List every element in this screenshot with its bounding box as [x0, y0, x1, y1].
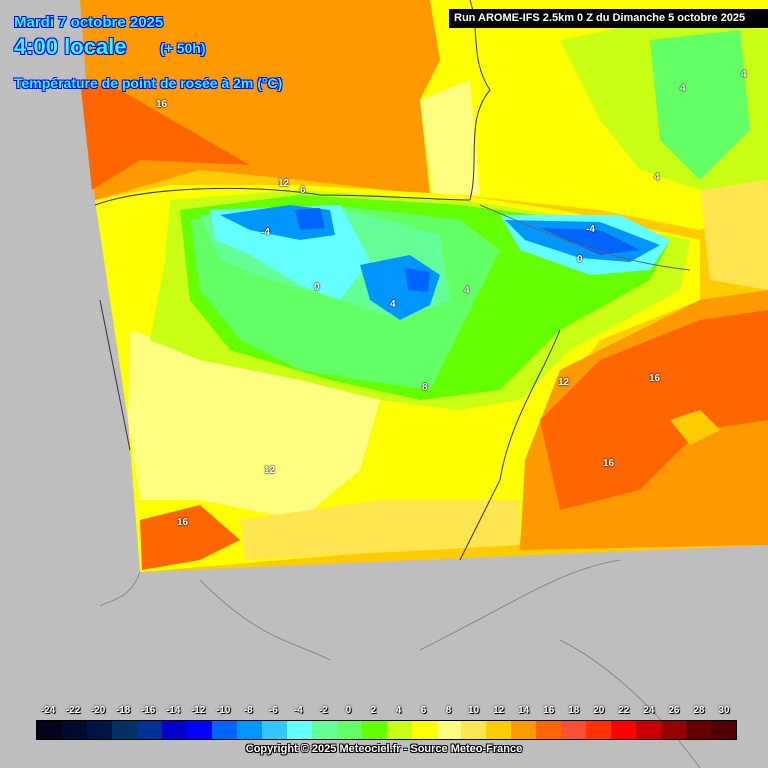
contour-label: 0: [577, 254, 583, 265]
legend-tick-label: 12: [493, 705, 505, 716]
legend-swatch: [611, 721, 637, 739]
legend-tick-label: -2: [318, 705, 328, 716]
contour-label: 0: [314, 282, 320, 293]
contour-label: 4: [654, 172, 660, 183]
forecast-date: Mardi 7 octobre 2025: [14, 14, 164, 31]
legend-tick-label: 18: [568, 705, 580, 716]
legend-swatch: [37, 721, 62, 739]
central-dark: [405, 268, 430, 292]
legend-tick-label: -16: [140, 705, 156, 716]
legend-swatch: [86, 721, 112, 739]
legend-tick-label: 26: [668, 705, 680, 716]
legend-swatch: [561, 721, 587, 739]
legend-tick-label: 2: [370, 705, 377, 716]
legend-swatch: [211, 721, 237, 739]
legend-tick-label: 20: [593, 705, 605, 716]
legend-tick-label: 28: [693, 705, 705, 716]
andalusia-orange: [140, 505, 240, 570]
legend-tick-label: 14: [518, 705, 530, 716]
copyright: Copyright © 2025 Meteociel.fr - Source M…: [245, 743, 523, 755]
outside-coastline: [99, 559, 701, 768]
legend-swatch: [361, 721, 387, 739]
contour-label: 12: [558, 377, 570, 388]
legend-tick-label: 6: [420, 705, 427, 716]
contour-label: 12: [278, 178, 290, 189]
legend-ticks: -24 -22 -20 -18 -16 -14 -12 -10 -8 -6 -4 -2 0 2 4 6 8 10 1…: [24, 705, 752, 719]
legend-swatch: [136, 721, 162, 739]
legend-swatch: [486, 721, 512, 739]
alps-green: [650, 30, 750, 180]
legend-swatch: [186, 721, 212, 739]
legend-swatch: [411, 721, 437, 739]
legend-tick-label: 4: [395, 705, 402, 716]
legend-tick-label: -12: [190, 705, 206, 716]
forecast-time: 4:00 locale: [14, 34, 127, 59]
contour-label: 6: [300, 185, 306, 196]
legend-tick-label: 10: [468, 705, 480, 716]
legend-tick-label: 24: [643, 705, 655, 716]
forecast-lead-time: (+ 50h): [160, 40, 206, 56]
atlantic-hot-zone: [80, 80, 250, 190]
legend-tick-label: 22: [618, 705, 630, 716]
contour-label: 16: [156, 99, 168, 110]
legend-swatch: [661, 721, 687, 739]
contour-label: 16: [177, 517, 189, 528]
legend-tick-label: 0: [345, 705, 352, 716]
contour-label: 4: [680, 83, 686, 94]
coastline: [94, 0, 561, 561]
legend-swatch: [61, 721, 87, 739]
legend-swatch: [461, 721, 487, 739]
legend-swatch: [686, 721, 712, 739]
legend-swatch: [586, 721, 612, 739]
andalusia-yellow: [240, 500, 520, 560]
legend-tick-label: -4: [293, 705, 303, 716]
legend-swatch: [511, 721, 537, 739]
legend-tick-label: -20: [90, 705, 106, 716]
france-coast-light: [420, 80, 480, 195]
contour-label: 4: [464, 285, 470, 296]
legend-tick-label: -10: [216, 705, 231, 716]
legend-swatch: [111, 721, 137, 739]
legend-swatch: [711, 721, 737, 739]
parameter-title: Température de point de rosée à 2m (°C): [14, 75, 283, 91]
contour-label: 4: [741, 69, 747, 80]
legend-swatch: [336, 721, 362, 739]
balearic-islands: [670, 410, 720, 445]
legend-swatch: [236, 721, 262, 739]
contour-label: 8: [422, 382, 428, 393]
legend-tick-label: -22: [65, 705, 81, 716]
legend-tick-label: 8: [445, 705, 452, 716]
legend-tick-label: -14: [165, 705, 181, 716]
cantabria-dark: [295, 208, 325, 230]
pyrenees-dark: [540, 228, 640, 255]
legend-swatch: [436, 721, 462, 739]
mediterranean-red: [540, 310, 768, 510]
east-france-light: [700, 180, 768, 290]
legend-swatch: [311, 721, 337, 739]
legend-tick-label: -18: [115, 705, 131, 716]
contour-label: -4: [261, 227, 270, 238]
legend-tick-label: 16: [543, 705, 555, 716]
border-spain-france: [479, 204, 691, 271]
iberia-light: [128, 330, 380, 520]
legend-tick-label: 30: [718, 705, 730, 716]
legend-swatch: [636, 721, 662, 739]
legend-swatch: [286, 721, 312, 739]
legend-swatch: [261, 721, 287, 739]
legend-swatch: [161, 721, 187, 739]
contour-label: 4: [390, 299, 396, 310]
contour-label: 12: [264, 465, 276, 476]
legend-swatch: [536, 721, 562, 739]
contour-label: 16: [649, 373, 661, 384]
contour-label: 16: [603, 458, 615, 469]
legend-tick-label: -24: [40, 705, 56, 716]
legend-tick-label: -6: [268, 705, 278, 716]
legend-tick-label: -8: [243, 705, 253, 716]
legend-swatch: [386, 721, 412, 739]
model-run-banner: Run AROME-IFS 2.5km 0 Z du Dimanche 5 oc…: [449, 9, 768, 28]
contour-label: -4: [586, 224, 595, 235]
color-legend: [36, 720, 737, 740]
